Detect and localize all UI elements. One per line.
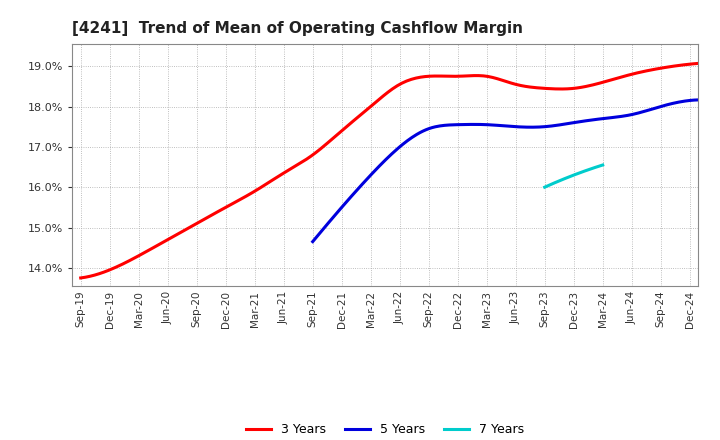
- 7 Years: [575, 170, 583, 176]
- 5 Years: [593, 117, 601, 122]
- 3 Years: [76, 275, 85, 281]
- 7 Years: [576, 170, 585, 175]
- 5 Years: [310, 237, 318, 242]
- Text: [4241]  Trend of Mean of Operating Cashflow Margin: [4241] Trend of Mean of Operating Cashfl…: [72, 21, 523, 36]
- Line: 3 Years: 3 Years: [81, 62, 720, 278]
- 7 Years: [541, 184, 549, 190]
- 5 Years: [308, 239, 317, 244]
- 5 Years: [585, 118, 593, 123]
- 3 Years: [663, 65, 672, 70]
- 7 Years: [541, 184, 549, 190]
- 3 Years: [491, 75, 500, 81]
- Line: 7 Years: 7 Years: [545, 165, 603, 187]
- 5 Years: [583, 118, 592, 123]
- 5 Years: [701, 97, 710, 103]
- 7 Years: [593, 164, 602, 169]
- 3 Years: [488, 75, 497, 80]
- 7 Years: [575, 170, 583, 176]
- 7 Years: [589, 165, 598, 171]
- Legend: 3 Years, 5 Years, 7 Years: 3 Years, 5 Years, 7 Years: [241, 418, 529, 440]
- Line: 5 Years: 5 Years: [312, 100, 720, 242]
- 5 Years: [699, 97, 708, 103]
- 3 Years: [503, 79, 511, 84]
- 3 Years: [78, 275, 87, 280]
- 7 Years: [598, 162, 607, 168]
- 3 Years: [707, 60, 716, 65]
